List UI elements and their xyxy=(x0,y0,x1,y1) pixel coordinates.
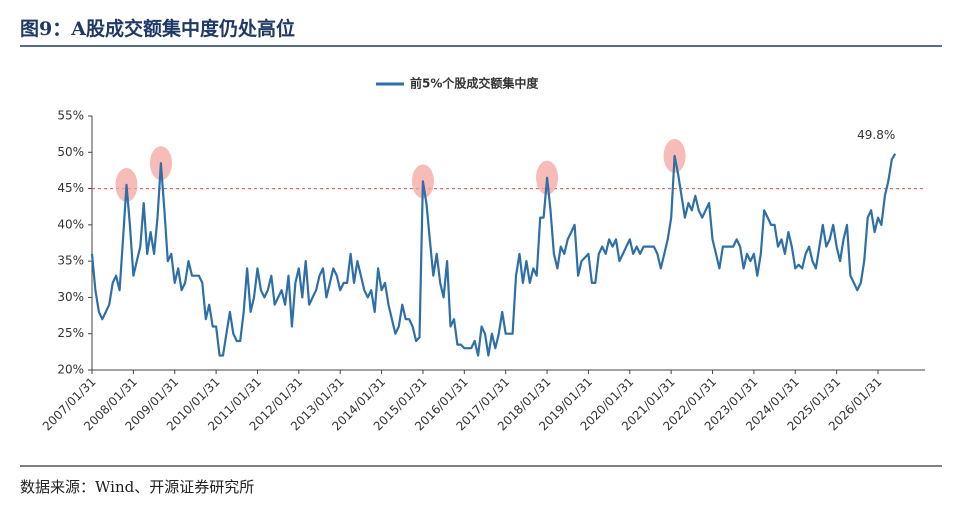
y-tick-label: 30% xyxy=(57,290,84,304)
y-tick-label: 50% xyxy=(57,145,84,159)
series-line xyxy=(90,153,897,357)
y-tick-label: 45% xyxy=(57,181,84,195)
y-tick-label: 40% xyxy=(57,217,84,231)
legend-label: 前5%个股成交额集中度 xyxy=(410,76,539,91)
source: 数据来源：Wind、开源证券研究所 xyxy=(20,478,254,496)
y-tick-label: 25% xyxy=(57,326,84,340)
y-tick-label: 35% xyxy=(57,254,84,268)
data-label: 49.8% xyxy=(857,128,895,142)
title: 图9：A股成交额集中度仍处高位 xyxy=(20,17,295,40)
y-tick-label: 20% xyxy=(57,363,84,377)
y-tick-label: 55% xyxy=(57,109,84,123)
